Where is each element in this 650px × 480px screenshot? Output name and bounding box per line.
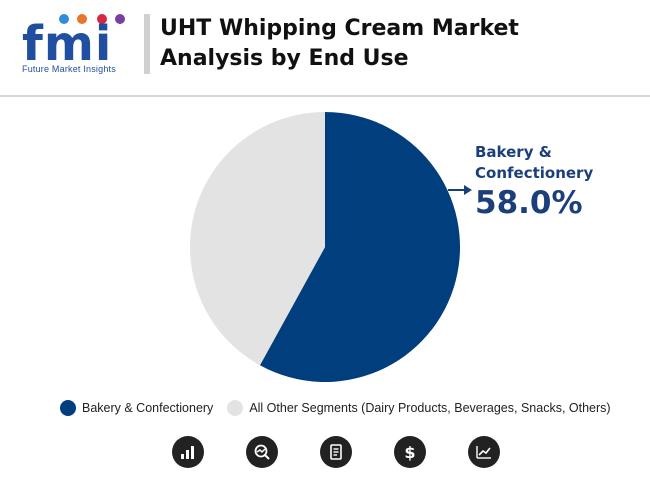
title-accent-bar <box>144 14 150 74</box>
pie-slice-all-other-segments <box>190 112 325 366</box>
line-chart-icon[interactable] <box>468 436 500 468</box>
chart-legend: Bakery & Confectionery All Other Segment… <box>60 398 640 418</box>
legend-label-bakery: Bakery & Confectionery <box>82 401 214 415</box>
svg-text:$: $ <box>404 443 415 461</box>
document-icon[interactable] <box>320 436 352 468</box>
dollar-icon[interactable]: $ <box>394 436 426 468</box>
callout-value: 58.0% <box>475 185 583 221</box>
title-line-1: UHT Whipping Cream Market <box>160 16 519 41</box>
legend-item-bakery: Bakery & Confectionery <box>60 400 213 416</box>
magnifier-chart-icon[interactable] <box>246 436 278 468</box>
title-line-2: Analysis by End Use <box>160 46 409 71</box>
bar-chart-icon[interactable] <box>172 436 204 468</box>
fmi-logo[interactable]: fmi Future Market Insights <box>22 10 134 80</box>
logo-letters: fmi <box>22 16 113 72</box>
footer-icon-row: $ <box>172 436 500 468</box>
legend-swatch-other <box>227 400 244 416</box>
legend-swatch-bakery <box>60 400 76 416</box>
logo-dots-icon <box>59 14 125 24</box>
logo-tagline: Future Market Insights <box>22 64 116 74</box>
pie-slices <box>190 112 460 382</box>
callout-label-line-2: Confectionery <box>475 164 594 182</box>
header-divider <box>0 95 650 97</box>
pie-slice-bakery-confectionery <box>259 112 460 382</box>
header: fmi Future Market Insights UHT Whipping … <box>0 0 650 96</box>
callout-label-line-1: Bakery & <box>475 143 552 161</box>
page-title: UHT Whipping Cream Market Analysis by En… <box>160 14 600 74</box>
legend-label-other: All Other Segments (Dairy Products, Beve… <box>249 401 611 415</box>
legend-item-other: All Other Segments (Dairy Products, Beve… <box>227 400 611 416</box>
slice-callout: Bakery & Confectionery 58.0% <box>475 142 645 222</box>
callout-arrow <box>448 185 472 195</box>
pie-chart <box>190 112 472 382</box>
